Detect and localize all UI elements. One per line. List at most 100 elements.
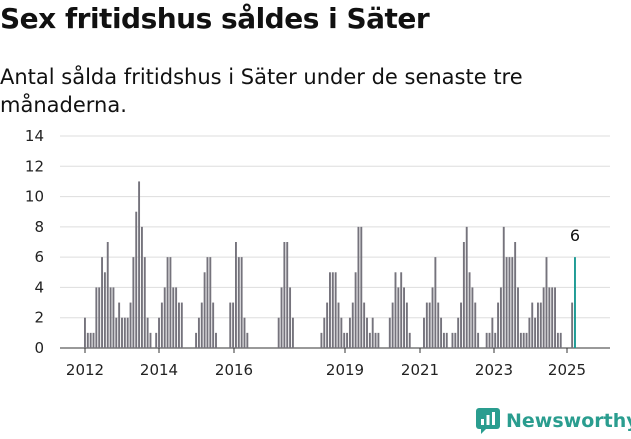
- bar: [534, 317, 537, 348]
- bar: [84, 317, 86, 348]
- bar: [474, 302, 477, 348]
- bar: [388, 317, 391, 348]
- bar: [112, 287, 115, 348]
- y-tick-label: 14: [25, 127, 44, 145]
- bar: [235, 242, 237, 348]
- bar: [343, 332, 346, 348]
- bar: [522, 332, 525, 348]
- y-tick-label: 12: [25, 157, 44, 175]
- bar: [283, 242, 286, 348]
- bar: [101, 257, 103, 348]
- bar: [86, 332, 89, 348]
- bar: [357, 226, 360, 348]
- data-label: 6: [570, 226, 580, 245]
- bar: [175, 287, 178, 348]
- bar: [155, 332, 158, 348]
- bar: [408, 332, 411, 348]
- bar: [334, 272, 337, 348]
- bar: [488, 332, 491, 348]
- bar: [451, 332, 454, 348]
- y-tick-label: 8: [34, 218, 44, 236]
- bar: [491, 317, 494, 348]
- bar: [360, 226, 363, 348]
- bar: [320, 332, 323, 348]
- bar: [160, 302, 163, 348]
- bar: [109, 287, 112, 348]
- bar: [280, 287, 283, 348]
- bar: [519, 332, 522, 348]
- bar: [434, 257, 437, 348]
- bar: [229, 302, 232, 348]
- bar: [143, 257, 146, 348]
- bar: [197, 317, 200, 348]
- bar: [465, 226, 468, 348]
- highlight-bar: [574, 257, 576, 348]
- bar: [123, 317, 126, 348]
- bar: [243, 317, 246, 348]
- bar: [554, 287, 556, 348]
- bar: [494, 332, 497, 348]
- bar: [548, 287, 551, 348]
- y-tick-label: 4: [34, 278, 44, 296]
- bar: [286, 242, 289, 348]
- x-tick-label: 2014: [140, 361, 178, 379]
- bar: [215, 332, 217, 348]
- bar: [363, 302, 366, 348]
- bar: [428, 302, 431, 348]
- bar: [163, 287, 166, 348]
- x-tick-label: 2023: [475, 361, 513, 379]
- bar: [517, 287, 519, 348]
- bar: [180, 302, 183, 348]
- bar: [172, 287, 175, 348]
- bar: [289, 287, 292, 348]
- bar: [405, 302, 408, 348]
- bar: [440, 317, 443, 348]
- bar: [126, 317, 129, 348]
- bar: [132, 257, 135, 348]
- bar: [425, 302, 428, 348]
- bar: [539, 302, 542, 348]
- x-tick-label: 2021: [401, 361, 439, 379]
- bar: [337, 302, 340, 348]
- brand-name: Newsworthy: [506, 410, 631, 432]
- bar: [340, 317, 343, 348]
- bar: [138, 181, 141, 348]
- bar: [571, 302, 574, 348]
- bar: [462, 242, 465, 348]
- bar: [200, 302, 203, 348]
- bar: [528, 317, 531, 348]
- bar: [348, 317, 351, 348]
- bar: [212, 302, 215, 348]
- bar: [115, 317, 118, 348]
- bar: [545, 257, 548, 348]
- bar: [397, 287, 400, 348]
- bar: [445, 332, 448, 348]
- bar: [400, 272, 403, 348]
- bar: [106, 242, 109, 348]
- page-title: Sex fritidshus såldes i Säter: [0, 2, 430, 35]
- bar: [121, 317, 123, 348]
- bar: [502, 226, 505, 348]
- y-tick-label: 0: [34, 339, 44, 357]
- newsworthy-icon: [476, 408, 500, 434]
- bar: [394, 272, 397, 348]
- bar: [497, 302, 500, 348]
- bar: [525, 332, 528, 348]
- x-tick-label: 2016: [215, 361, 253, 379]
- bar: [354, 272, 357, 348]
- bar: [149, 332, 152, 348]
- brand-logo: Newsworthy: [476, 408, 631, 434]
- bar: [508, 257, 511, 348]
- bar: [331, 272, 334, 348]
- x-tick-label: 2012: [66, 361, 104, 379]
- bar: [203, 272, 206, 348]
- bar: [98, 287, 101, 348]
- bar: [169, 257, 172, 348]
- bar: [460, 302, 462, 348]
- chart-subtitle: Antal sålda fritidshus i Säter under de …: [0, 65, 523, 117]
- bar: [329, 272, 331, 348]
- bar: [531, 302, 534, 348]
- bar: [468, 272, 471, 348]
- bar: [499, 287, 502, 348]
- bar: [457, 317, 460, 348]
